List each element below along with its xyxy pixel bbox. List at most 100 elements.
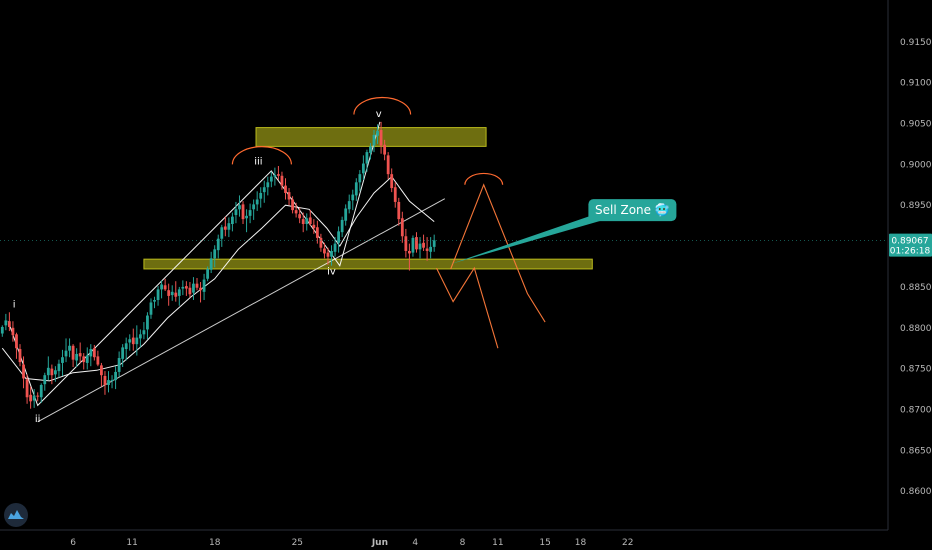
candle-body (0, 326, 4, 334)
candle (128, 334, 132, 351)
projection-path-upper[interactable] (450, 183, 546, 323)
candle (195, 277, 199, 291)
candle (213, 245, 217, 268)
moving-average-line[interactable] (1, 175, 435, 382)
candle (43, 372, 47, 391)
resistance-zone[interactable] (255, 127, 487, 147)
candle-body (390, 174, 394, 189)
candle-body (89, 349, 93, 357)
projection-arc[interactable] (464, 172, 504, 185)
candle (231, 212, 234, 232)
candle (92, 344, 96, 361)
candle (312, 219, 316, 234)
candle-body (298, 214, 302, 219)
candle (64, 338, 68, 363)
candle-body (43, 375, 47, 385)
candle (315, 220, 319, 244)
candle (36, 392, 40, 402)
time-tick-label: 18 (209, 538, 221, 548)
callout-pointer (450, 213, 607, 265)
candle-body (337, 231, 340, 243)
candle-body (319, 237, 323, 248)
candle-body (7, 321, 11, 327)
candle (323, 242, 326, 259)
candle-body (103, 376, 107, 385)
candle-body (128, 339, 132, 343)
projection-path-lower[interactable] (436, 266, 499, 349)
candle (184, 281, 188, 296)
candle-body (64, 350, 68, 357)
time-tick-label: Jun (371, 538, 388, 548)
wave-v-arc[interactable] (353, 96, 412, 115)
support-zone[interactable] (143, 258, 593, 270)
candle (400, 211, 404, 243)
time-tick-label: 22 (622, 538, 633, 548)
candle (124, 337, 128, 361)
candle (32, 389, 36, 408)
time-tick-label: 11 (492, 538, 503, 548)
candle (209, 251, 213, 274)
candle-body (231, 216, 234, 225)
trendline[interactable] (37, 198, 446, 423)
candle-body (142, 330, 146, 335)
candle-body (61, 357, 64, 363)
wave-iii-arc[interactable] (231, 146, 292, 165)
candle-body (153, 300, 156, 302)
candle-body (195, 283, 199, 288)
candle (174, 281, 178, 302)
candle-body (361, 163, 365, 174)
candle-body (156, 289, 160, 301)
time-axis[interactable]: 6 11 18 25 Jun 4 8 11 15 18 22 (70, 538, 633, 548)
candle-body (199, 287, 202, 291)
candle (234, 201, 238, 224)
elliott-wave-path[interactable] (7, 121, 381, 407)
candle (386, 152, 390, 180)
candle-body (340, 219, 344, 233)
candle (46, 356, 50, 381)
candle (326, 247, 330, 265)
candle-body (312, 224, 316, 229)
candle (411, 235, 415, 257)
candle-body (280, 175, 284, 186)
candle-body (415, 237, 418, 250)
candle-body (75, 353, 79, 361)
candle-body (124, 343, 128, 350)
candle (22, 356, 25, 389)
candle-body (202, 279, 206, 292)
candle (167, 283, 171, 306)
candle (170, 285, 174, 301)
callout-box[interactable] (588, 199, 677, 222)
candle-body (330, 250, 333, 257)
time-tick-label: 25 (292, 538, 303, 548)
candle (75, 348, 79, 368)
candle-body (308, 217, 312, 225)
candle-body (234, 209, 238, 216)
candle-body (383, 144, 387, 155)
candle-body (50, 368, 54, 376)
tradingview-logo[interactable] (4, 503, 28, 527)
candle-body (354, 182, 358, 196)
candle (163, 278, 167, 292)
price-axis[interactable]: 0.915000.910000.905000.900000.895000.890… (900, 38, 932, 497)
candle (262, 180, 266, 203)
candle (354, 178, 358, 202)
candle-body (351, 194, 355, 201)
candle-body (379, 130, 383, 146)
candle (404, 228, 408, 258)
time-tick-label: 15 (539, 538, 550, 548)
candle-body (216, 238, 220, 251)
candle (146, 312, 149, 340)
candle (103, 371, 107, 395)
candle (96, 350, 100, 367)
candle (305, 213, 309, 231)
candle-body (269, 176, 273, 182)
candle-body (365, 152, 369, 164)
candle-body (262, 187, 266, 193)
candle (78, 342, 82, 363)
candle-body (400, 218, 404, 237)
